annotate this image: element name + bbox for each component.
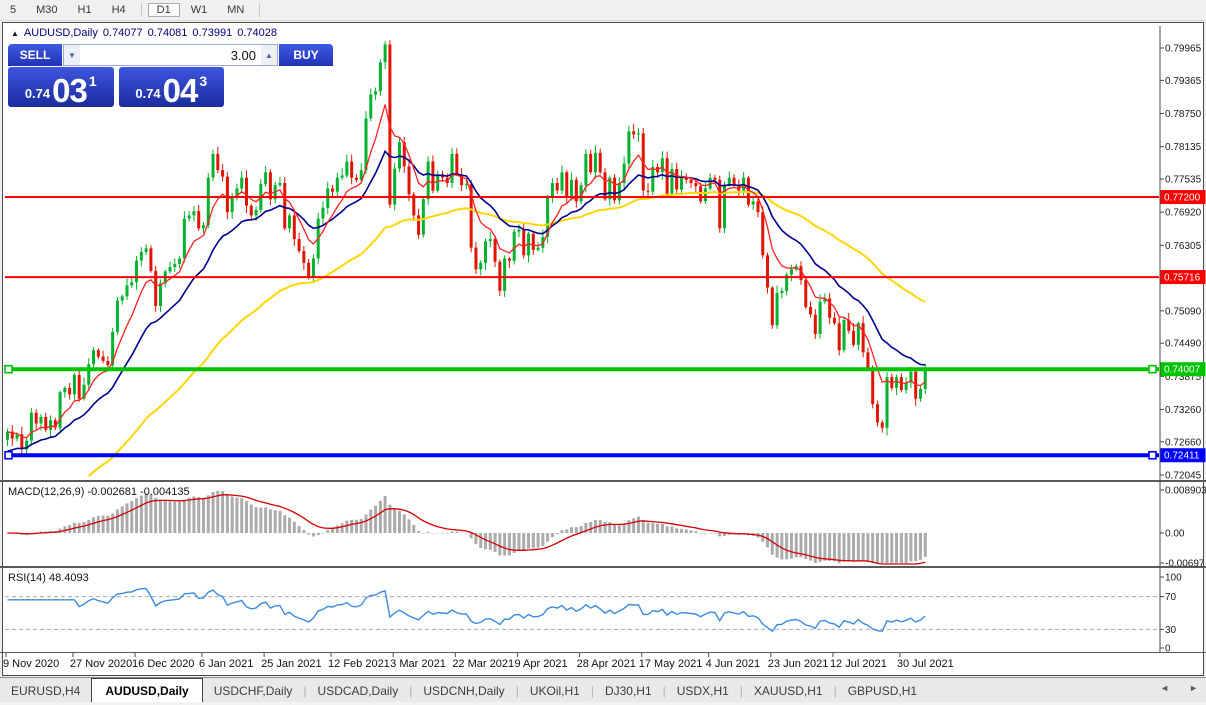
chart-symbol-label: AUDUSD,Daily xyxy=(23,27,98,39)
tab-dj30-h1[interactable]: DJ30,H1 xyxy=(604,683,652,698)
toolbar-separator xyxy=(140,3,142,17)
timeframe-button-d1[interactable]: D1 xyxy=(147,3,180,17)
tab-usdchf-daily[interactable]: USDCHF,Daily xyxy=(213,683,293,698)
rsi-indicator-label: RSI(14) 48.4093 xyxy=(8,572,89,584)
timeframe-button-mn[interactable]: MN xyxy=(227,4,245,16)
timeframe-button-5[interactable]: 5 xyxy=(10,4,17,16)
tab-usdcad-daily[interactable]: USDCAD,Daily xyxy=(317,683,399,698)
ohlc-low: 0.73991 xyxy=(192,27,233,39)
one-click-trading-panel: SELL ▼ ▲ BUY 0.74 03 1 0.74 04 3 xyxy=(8,44,333,109)
tab-separator: | xyxy=(409,683,413,698)
tab-audusd-daily[interactable]: AUDUSD,Daily xyxy=(91,678,203,703)
timeframe-button-m30[interactable]: M30 xyxy=(36,4,58,16)
tab-separator: | xyxy=(739,683,743,698)
volume-increase-button[interactable]: ▲ xyxy=(261,45,277,65)
tab-usdcnh-daily[interactable]: USDCNH,Daily xyxy=(423,683,505,698)
tab-xauusd-h1[interactable]: XAUUSD,H1 xyxy=(753,683,823,698)
tab-scroll-arrows: ◄ ► xyxy=(1160,683,1198,693)
buy-price-button[interactable]: 0.74 04 3 xyxy=(118,67,224,109)
toolbar-separator xyxy=(259,3,261,17)
sell-price-prefix: 0.74 xyxy=(24,86,51,101)
tab-separator: | xyxy=(303,683,307,698)
tab-scroll-left-icon[interactable]: ◄ xyxy=(1160,683,1170,693)
timeframe-button-w1[interactable]: W1 xyxy=(190,4,208,16)
timeframe-button-h1[interactable]: H1 xyxy=(77,4,92,16)
ohlc-close: 0.74028 xyxy=(237,27,277,39)
ohlc-open: 0.74077 xyxy=(102,27,143,39)
macd-indicator-label: MACD(12,26,9) -0.002681 -0.004135 xyxy=(8,486,190,498)
chart-title: ▲ AUDUSD,Daily 0.74077 0.74081 0.73991 0… xyxy=(11,27,277,39)
timeframe-button-h4[interactable]: H4 xyxy=(111,4,126,16)
sell-price-pip: 1 xyxy=(88,73,97,89)
tab-separator: | xyxy=(515,683,519,698)
status-strip xyxy=(0,702,1206,705)
sell-price-button[interactable]: 0.74 03 1 xyxy=(8,67,114,107)
macd-values: -0.002681 -0.004135 xyxy=(87,486,190,498)
volume-spinner: ▼ ▲ xyxy=(63,44,278,66)
rsi-name: RSI(14) xyxy=(8,572,46,584)
sell-button[interactable]: SELL xyxy=(8,44,62,66)
volume-decrease-button[interactable]: ▼ xyxy=(64,45,80,65)
buy-price-big: 04 xyxy=(162,72,199,109)
macd-name: MACD(12,26,9) xyxy=(8,486,85,498)
tab-separator: | xyxy=(662,683,666,698)
timeframe-toolbar: 5 M30 H1 H4 D1 W1 MN xyxy=(0,0,1206,21)
buy-button[interactable]: BUY xyxy=(279,44,333,66)
tab-separator: | xyxy=(590,683,594,698)
volume-input[interactable] xyxy=(80,45,261,65)
tab-usdx-h1[interactable]: USDX,H1 xyxy=(676,683,729,698)
tab-ukoil-h1[interactable]: UKOil,H1 xyxy=(529,683,580,698)
ohlc-high: 0.74081 xyxy=(147,27,188,39)
tab-gbpusd-h1[interactable]: GBPUSD,H1 xyxy=(847,683,918,698)
tab-scroll-right-icon[interactable]: ► xyxy=(1189,683,1198,693)
buy-price-pip: 3 xyxy=(199,73,208,89)
buy-price-prefix: 0.74 xyxy=(135,86,161,101)
tab-separator: | xyxy=(833,683,837,698)
tab-eurusd-h4[interactable]: EURUSD,H4 xyxy=(11,683,81,698)
symbol-tab-strip: EURUSD,H4 AUDUSD,Daily USDCHF,Daily | USDCAD… xyxy=(0,677,1206,703)
chart-window xyxy=(2,22,1204,676)
rsi-value: 48.4093 xyxy=(48,572,89,584)
collapse-arrow-icon[interactable]: ▲ xyxy=(11,28,19,38)
sell-price-big: 03 xyxy=(52,72,88,109)
